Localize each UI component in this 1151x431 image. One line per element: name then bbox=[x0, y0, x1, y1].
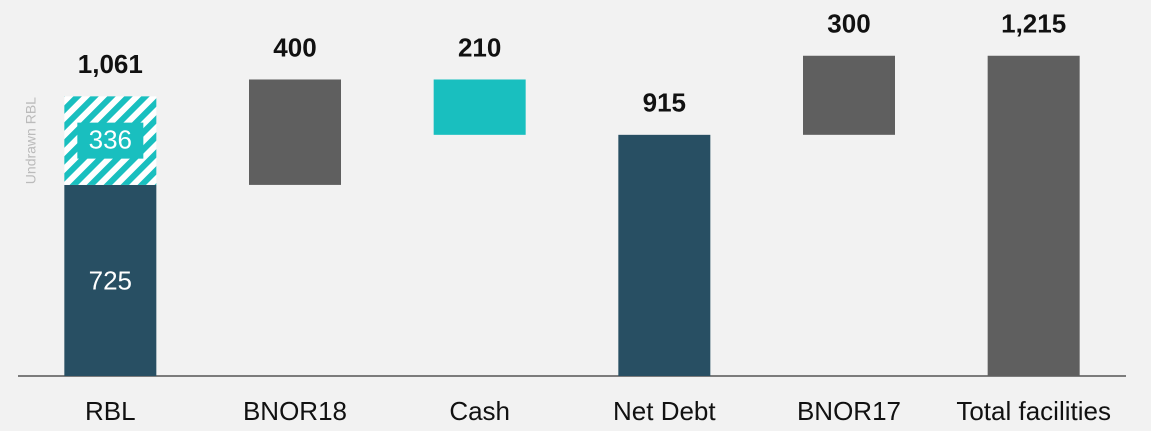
total-label: 1,061 bbox=[78, 49, 143, 79]
x-tick-label: BNOR18 bbox=[243, 396, 347, 426]
x-tick-label: RBL bbox=[85, 396, 136, 426]
x-tick-label: Cash bbox=[449, 396, 510, 426]
bar bbox=[433, 79, 526, 135]
value-label: 1,215 bbox=[1001, 9, 1066, 39]
undrawn-value-label: 336 bbox=[89, 125, 132, 155]
bar bbox=[987, 55, 1080, 377]
x-tick-label: BNOR17 bbox=[797, 396, 901, 426]
undrawn-label-box bbox=[77, 122, 144, 159]
x-tick-label: Total facilities bbox=[956, 396, 1111, 426]
value-label: 915 bbox=[643, 88, 686, 118]
bar bbox=[803, 55, 895, 135]
value-label: 300 bbox=[827, 9, 870, 39]
bar-inner-label: 725 bbox=[89, 265, 132, 295]
bar bbox=[64, 184, 157, 376]
value-label: 210 bbox=[458, 32, 501, 62]
undrawn-axis-label: Undrawn RBL bbox=[23, 97, 39, 184]
x-tick-label: Net Debt bbox=[613, 396, 716, 426]
bar bbox=[249, 79, 341, 185]
value-label: 400 bbox=[273, 32, 316, 62]
bar bbox=[618, 134, 711, 376]
